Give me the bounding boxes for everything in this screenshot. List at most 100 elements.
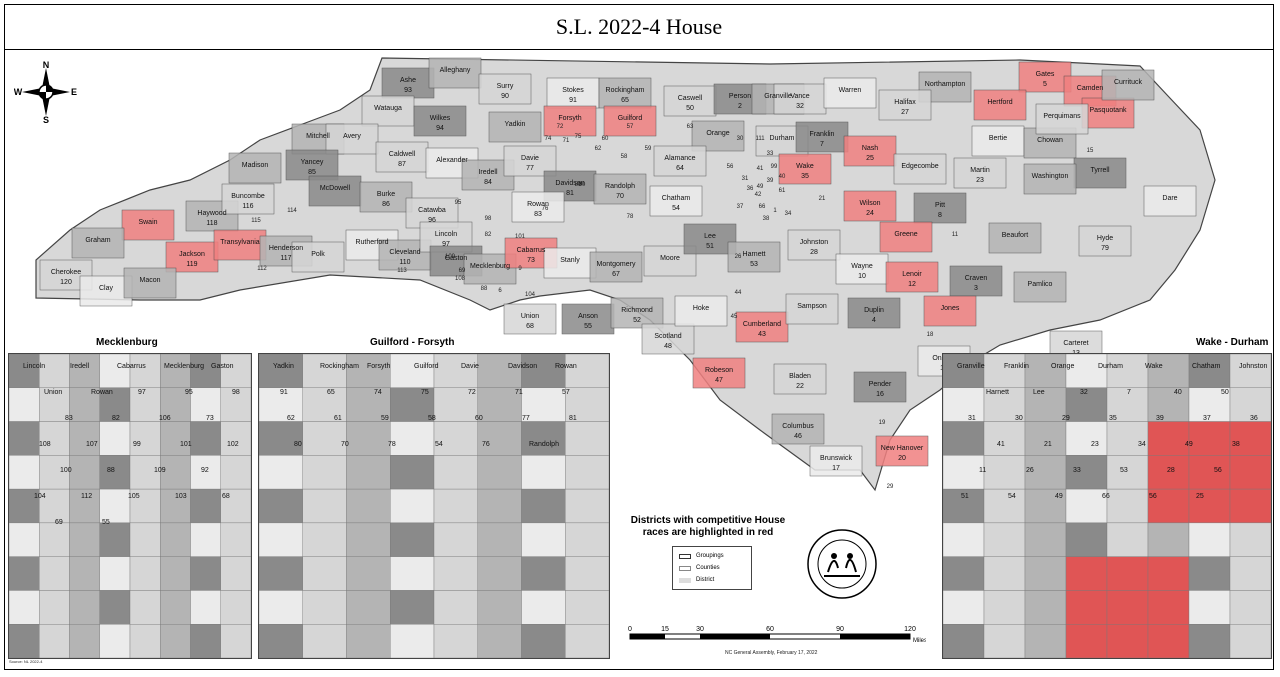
district-number: 99 bbox=[771, 164, 778, 170]
inset-district-cell bbox=[433, 624, 478, 658]
district-number: 74 bbox=[545, 136, 552, 142]
inset-district-cell bbox=[259, 455, 303, 490]
county-name: Orange bbox=[706, 130, 729, 137]
inset-district-cell bbox=[346, 488, 391, 524]
inset-district-cell bbox=[1065, 522, 1108, 557]
inset-label: 7 bbox=[1127, 389, 1131, 396]
county-name: Macon bbox=[139, 277, 160, 284]
district-number: 24 bbox=[866, 210, 874, 217]
county-region bbox=[683, 223, 737, 255]
inset-label: 55 bbox=[102, 519, 110, 526]
district-number: 22 bbox=[796, 383, 804, 390]
county-name: Stanly bbox=[560, 257, 580, 264]
county-name: Burke bbox=[377, 191, 395, 198]
inset-label: 33 bbox=[1073, 467, 1081, 474]
county-region bbox=[291, 241, 345, 273]
inset-district-cell bbox=[39, 488, 70, 524]
inset-label: 95 bbox=[185, 389, 193, 396]
county-name: Pasquotank bbox=[1090, 107, 1127, 114]
district-number: 87 bbox=[398, 161, 406, 168]
inset-district-cell bbox=[259, 387, 303, 422]
district-number: 72 bbox=[557, 124, 564, 130]
inset-district-cell bbox=[983, 421, 1026, 456]
inset-district-cell bbox=[39, 455, 70, 490]
inset-label: 72 bbox=[468, 389, 476, 396]
county-name: Granville bbox=[764, 93, 792, 100]
county-name: Buncombe bbox=[231, 193, 265, 200]
page-title: S.L. 2022-4 House bbox=[555, 13, 723, 39]
inset-district-cell bbox=[302, 522, 347, 557]
inset-district-cell bbox=[565, 590, 609, 625]
inset-label: Davidson bbox=[508, 363, 537, 370]
county-name: Union bbox=[521, 313, 539, 320]
county-name: Surry bbox=[497, 83, 514, 90]
inset-district-cell bbox=[259, 421, 303, 456]
county-name: Cabarrus bbox=[517, 247, 546, 254]
county-region bbox=[603, 105, 657, 137]
inset-title-wake-durham: Wake - Durham bbox=[1196, 337, 1269, 348]
district-number: 59 bbox=[645, 146, 652, 152]
inset-label: 11 bbox=[979, 467, 986, 474]
district-number: 110 bbox=[399, 259, 410, 266]
title-bar: S.L. 2022-4 House bbox=[4, 4, 1274, 50]
inset-district-cell bbox=[521, 522, 566, 557]
inset-district-cell bbox=[259, 488, 303, 524]
county-region bbox=[213, 229, 267, 261]
district-number: 77 bbox=[526, 165, 534, 172]
district-number: 117 bbox=[280, 255, 291, 262]
district-number: 40 bbox=[779, 174, 786, 180]
inset-district-cell bbox=[302, 455, 347, 490]
district-number: 16 bbox=[876, 391, 884, 398]
inset-district-cell bbox=[9, 522, 40, 557]
county-name: Cleveland bbox=[389, 249, 420, 256]
inset-label: 103 bbox=[175, 493, 187, 500]
inset-district-cell bbox=[1065, 421, 1108, 456]
legend-label-district: District bbox=[696, 577, 715, 583]
inset-label: 106 bbox=[159, 415, 171, 422]
compass-e: E bbox=[71, 87, 77, 97]
district-number: 112 bbox=[257, 266, 267, 272]
district-number: 28 bbox=[810, 249, 818, 256]
inset-district-cell bbox=[1024, 488, 1067, 524]
inset-label: 50 bbox=[1221, 389, 1229, 396]
district-number: 115 bbox=[251, 218, 261, 224]
county-region bbox=[879, 221, 933, 253]
inset-label: Yadkin bbox=[273, 363, 294, 370]
county-name: Greene bbox=[894, 231, 917, 238]
inset-label: 26 bbox=[1026, 467, 1034, 474]
district-number: 43 bbox=[758, 331, 766, 338]
district-number: 119 bbox=[186, 261, 197, 268]
county-name: Dare bbox=[1162, 195, 1177, 202]
inset-district-cell bbox=[1024, 387, 1067, 422]
inset-district-cell bbox=[1147, 624, 1190, 658]
district-number: 70 bbox=[616, 193, 624, 200]
county-name: Madison bbox=[242, 162, 269, 169]
district-number: 34 bbox=[785, 211, 792, 217]
inset-district-cell bbox=[190, 387, 221, 422]
district-number: 58 bbox=[621, 154, 628, 160]
district-number: 52 bbox=[633, 317, 641, 324]
inset-district-cell bbox=[433, 590, 478, 625]
inset-district-cell bbox=[565, 522, 609, 557]
inset-district-cell bbox=[943, 624, 985, 658]
inset-label: 51 bbox=[961, 493, 969, 500]
inset-label: 75 bbox=[421, 389, 429, 396]
inset-district-cell bbox=[433, 455, 478, 490]
inset-label: Union bbox=[44, 389, 62, 396]
county-region bbox=[1018, 61, 1072, 93]
inset-label: 92 bbox=[201, 467, 209, 474]
inset-district-cell bbox=[983, 387, 1026, 422]
inset-district-cell bbox=[1065, 590, 1108, 625]
inset-label: 80 bbox=[294, 441, 302, 448]
inset-label: Davie bbox=[461, 363, 479, 370]
district-number: 46 bbox=[794, 433, 802, 440]
inset-district-cell bbox=[190, 421, 221, 456]
district-number: 83 bbox=[534, 211, 542, 218]
district-number: 116 bbox=[242, 203, 253, 210]
inset-label: 49 bbox=[1055, 493, 1063, 500]
county-region bbox=[1143, 185, 1197, 217]
scale-tick-label: 120 bbox=[904, 626, 916, 633]
inset-district-cell bbox=[346, 421, 391, 456]
district-number: 65 bbox=[621, 97, 629, 104]
inset-district-cell bbox=[1188, 455, 1231, 490]
